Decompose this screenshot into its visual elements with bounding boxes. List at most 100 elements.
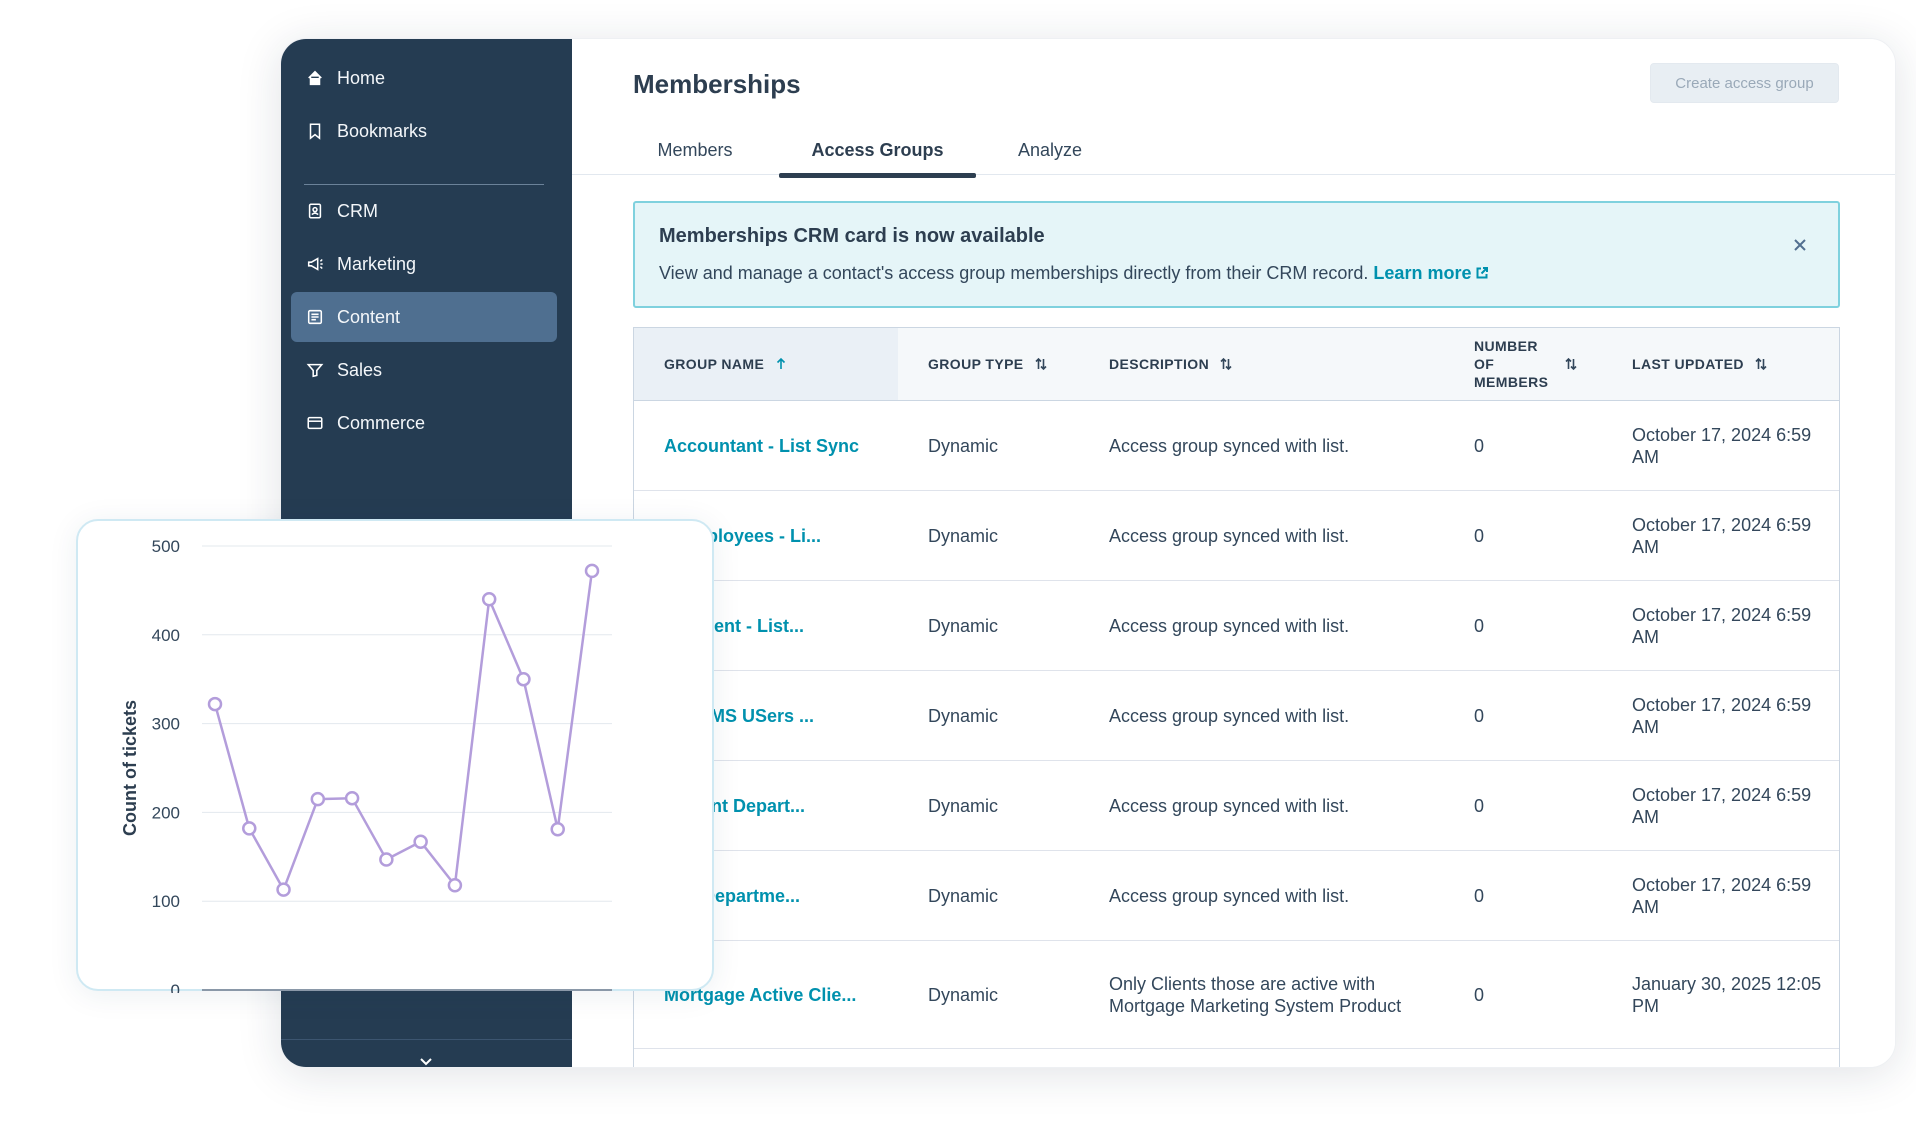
members-count-cell: 0: [1474, 525, 1485, 546]
y-tick-label: 400: [152, 626, 180, 645]
table-row: gement Depart... Dynamic Access group sync…: [634, 761, 1839, 851]
series-line: [213, 570, 594, 891]
banner-close-button[interactable]: [1788, 233, 1812, 257]
sidebar-item-crm[interactable]: CRM: [291, 186, 557, 236]
y-tick-label: 0: [171, 981, 180, 993]
group-name-link[interactable]: Mortgage Active Clie...: [664, 984, 857, 1005]
sidebar-item-content[interactable]: Content: [291, 292, 557, 342]
members-count-cell: 0: [1474, 795, 1485, 816]
create-access-group-button[interactable]: Create access group: [1650, 63, 1839, 103]
group-type-cell: Dynamic: [928, 795, 999, 816]
table-row: e Employees - Li... Dynamic Access group s…: [634, 491, 1839, 581]
sort-ascending-icon: [777, 357, 786, 369]
column-group-type[interactable]: GROUP TYPE: [928, 328, 1048, 400]
y-tick-label: 100: [152, 892, 180, 911]
group-type-cell: Dynamic: [928, 435, 999, 456]
sidebar-footer-divider: [281, 1039, 572, 1040]
sidebar-item-label: CRM: [337, 200, 378, 221]
column-last-updated[interactable]: LAST UPDATED: [1632, 328, 1768, 400]
sidebar-item-label: Content: [337, 306, 401, 327]
last-updated-cell: October 17, 2024 6:59 AM: [1632, 604, 1812, 647]
sidebar-item-label: Marketing: [337, 253, 417, 274]
description-cell: Only Clients those are active with Mortg…: [1109, 973, 1402, 1016]
data-point: [550, 822, 565, 837]
sort-icon: [1034, 357, 1047, 371]
group-type-cell: Dynamic: [928, 885, 999, 906]
table-row: pot CMS USers ... Dynamic Access group syn…: [634, 671, 1839, 761]
description-cell: Access group synced with list.: [1109, 795, 1350, 816]
description-cell: Access group synced with list.: [1109, 705, 1350, 726]
sidebar-collapse-button[interactable]: [406, 1049, 446, 1067]
table-row: ting Departme... Dynamic Access group sync…: [634, 851, 1839, 941]
tab-access-groups[interactable]: Access Groups: [779, 125, 976, 178]
sorted-column-highlight: [634, 328, 898, 400]
sidebar-item-sales[interactable]: Sales: [291, 345, 557, 395]
main-content: Memberships Create access group Members …: [572, 39, 1895, 1067]
data-point: [276, 882, 291, 897]
sort-icon: [1565, 357, 1577, 371]
y-tick-label: 500: [152, 537, 180, 556]
tab-analyze[interactable]: Analyze: [1017, 139, 1083, 160]
access-groups-table: GROUP NAME GROUP TYPE DESCRIPTION NUMBER…: [633, 327, 1840, 1067]
info-banner: Memberships CRM card is now available Vi…: [633, 201, 1840, 308]
learn-more-link[interactable]: Learn more: [1373, 263, 1489, 283]
members-count-cell: 0: [1474, 705, 1485, 726]
sidebar-item-home[interactable]: Home: [291, 53, 557, 103]
megaphone-icon: [305, 254, 325, 274]
last-updated-cell: January 30, 2025 12:05 PM: [1632, 973, 1822, 1016]
banner-text: View and manage a contact's access group…: [659, 263, 1489, 284]
column-description[interactable]: DESCRIPTION: [1109, 328, 1233, 400]
tickets-chart-card: 0 100 200 300 400 500 Count of tickets: [76, 519, 714, 993]
data-point: [516, 671, 531, 687]
group-type-cell: Dynamic: [928, 705, 999, 726]
data-point: [584, 563, 600, 579]
last-updated-cell: October 17, 2024 6:59 AM: [1632, 514, 1812, 557]
sidebar-item-label: Bookmarks: [337, 120, 428, 141]
commerce-icon: [305, 413, 325, 433]
description-cell: Access group synced with list.: [1109, 885, 1350, 906]
sales-icon: [305, 360, 325, 380]
y-tick-label: 300: [152, 715, 180, 734]
sidebar-item-label: Sales: [337, 359, 383, 380]
last-updated-cell: October 17, 2024 6:59 AM: [1632, 784, 1812, 827]
bookmark-icon: [305, 121, 325, 141]
banner-message: View and manage a contact's access group…: [659, 263, 1369, 283]
data-point: [207, 696, 223, 712]
data-point: [413, 834, 428, 849]
y-tick-label: 200: [152, 803, 180, 822]
sidebar-item-label: Commerce: [337, 412, 426, 433]
column-number-of-members[interactable]: NUMBER OF MEMBERS: [1474, 328, 1578, 400]
data-point: [310, 791, 326, 807]
external-link-icon: [1476, 267, 1489, 279]
table-row: Mortgage Active Clie... Dynamic Only Clien…: [634, 941, 1839, 1049]
data-point: [242, 821, 257, 836]
sidebar-item-marketing[interactable]: Marketing: [291, 239, 557, 289]
sidebar-item-commerce[interactable]: Commerce: [291, 398, 557, 448]
sidebar-divider: [304, 184, 544, 185]
tab-members[interactable]: Members: [657, 139, 733, 160]
banner-title: Memberships CRM card is now available: [659, 225, 1045, 247]
members-count-cell: 0: [1474, 435, 1485, 456]
group-type-cell: Dynamic: [928, 984, 999, 1005]
data-point: [481, 592, 497, 607]
group-name-link[interactable]: Accountant - List Sync: [664, 435, 860, 456]
chevron-down-icon: [420, 1058, 432, 1066]
close-icon: [1794, 239, 1806, 251]
description-cell: Access group synced with list.: [1109, 615, 1350, 636]
data-point: [344, 790, 360, 806]
tickets-line-chart: 0 100 200 300 400 500 Count of tickets: [120, 537, 612, 993]
sidebar-item-label: Home: [337, 67, 386, 88]
page-title: Memberships: [633, 69, 801, 99]
column-group-name[interactable]: GROUP NAME: [664, 328, 788, 400]
table-row: partment - List... Dynamic Access group sy…: [634, 581, 1839, 671]
sidebar-item-bookmarks[interactable]: Bookmarks: [291, 106, 557, 156]
group-type-cell: Dynamic: [928, 525, 999, 546]
sort-icon: [1220, 357, 1232, 371]
last-updated-cell: October 17, 2024 6:59 AM: [1632, 424, 1812, 467]
description-cell: Access group synced with list.: [1109, 435, 1350, 456]
group-type-cell: Dynamic: [928, 615, 999, 636]
sort-icon: [1755, 357, 1767, 371]
members-count-cell: 0: [1474, 615, 1485, 636]
last-updated-cell: October 17, 2024 6:59 AM: [1632, 694, 1812, 737]
data-point: [447, 877, 463, 893]
